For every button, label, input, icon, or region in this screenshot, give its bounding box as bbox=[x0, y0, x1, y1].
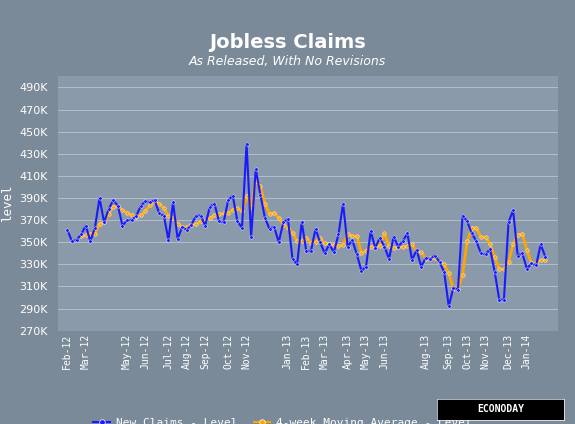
Text: Jobless Claims: Jobless Claims bbox=[209, 33, 366, 52]
Text: As Released, With No Revisions: As Released, With No Revisions bbox=[189, 55, 386, 68]
Legend: New Claims - Level, 4-week Moving Average - Level: New Claims - Level, 4-week Moving Averag… bbox=[89, 413, 476, 424]
Y-axis label: level: level bbox=[1, 185, 14, 222]
Text: ECONODAY: ECONODAY bbox=[477, 404, 524, 414]
